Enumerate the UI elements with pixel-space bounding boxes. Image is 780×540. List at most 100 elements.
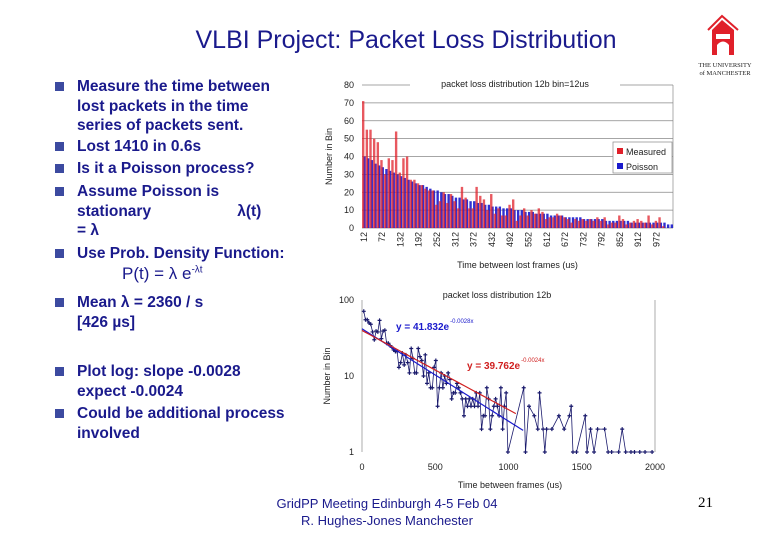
bar-poisson	[505, 208, 509, 228]
bar-poisson	[418, 185, 421, 228]
bar-poisson	[473, 201, 476, 228]
data-point-cross-icon	[637, 450, 642, 454]
data-point-cross-icon	[430, 385, 435, 390]
bullet-text: Assume Poisson is stationary λ(t) = λ	[77, 183, 262, 239]
bullet-text: Mean λ = 2360 / s [426 µs]	[77, 294, 204, 331]
data-point-cross-icon	[423, 352, 428, 357]
bar-measured	[449, 194, 453, 228]
bar-measured	[413, 179, 416, 228]
data-point-cross-icon	[370, 329, 375, 334]
data-point-cross-icon	[567, 413, 572, 418]
bar-measured	[643, 222, 647, 228]
data-point-cross-icon	[472, 404, 477, 409]
bullet-square-icon	[55, 187, 64, 196]
footer-line1: GridPP Meeting Edinburgh 4-5 Feb 04	[276, 496, 498, 511]
bar-poisson	[619, 220, 622, 228]
data-point-cross-icon	[544, 427, 549, 432]
bar-measured	[501, 215, 504, 228]
bar-measured	[372, 138, 376, 228]
y-tick-label: 60	[344, 116, 354, 126]
bar-poisson	[498, 206, 502, 228]
logo-text: THE UNIVERSITY of MANCHESTER	[698, 62, 752, 77]
bar-measured	[574, 219, 577, 228]
bar-measured	[493, 213, 497, 228]
data-point-cross-icon	[398, 360, 403, 365]
bar-measured	[629, 222, 632, 228]
x-tick-label: 432	[487, 232, 497, 247]
footer-line2: R. Hughes-Jones Manchester	[301, 513, 473, 528]
bar-measured	[533, 213, 537, 228]
bar-measured	[530, 210, 533, 228]
y-tick-label: 40	[344, 152, 354, 162]
fit-equation: y = 39.762e	[467, 361, 521, 372]
bar-poisson	[608, 220, 611, 228]
bar-measured	[618, 215, 621, 228]
bar-measured	[409, 179, 412, 228]
bar-poisson	[462, 199, 465, 228]
bar-measured	[588, 219, 592, 228]
bullet-text: Measure the time between lost packets in…	[77, 78, 270, 134]
data-point-cross-icon	[521, 385, 526, 390]
bar-measured	[621, 219, 625, 228]
bar-measured	[519, 215, 522, 228]
bar-poisson	[527, 211, 531, 228]
bar-measured	[570, 222, 573, 228]
bar-poisson	[451, 195, 454, 228]
data-point-cross-icon	[476, 404, 481, 409]
data-point-cross-icon	[609, 450, 614, 454]
bar-measured	[614, 222, 617, 228]
bullet-text: Is it a Poisson process?	[77, 160, 255, 177]
data-point-cross-icon	[588, 427, 593, 432]
data-point-cross-icon	[532, 413, 537, 418]
data-point-cross-icon	[500, 427, 505, 432]
x-axis-label: Time between frames (us)	[458, 480, 562, 490]
bar-poisson	[549, 215, 553, 228]
bar-poisson	[666, 224, 670, 228]
y-tick-label: 1	[349, 447, 354, 457]
bar-measured	[394, 131, 398, 228]
data-point-cross-icon	[505, 450, 510, 454]
data-point-cross-icon	[368, 322, 373, 327]
bullet-text: Lost 1410 in 0.6s	[77, 138, 202, 155]
bar-poisson	[586, 219, 589, 228]
bar-poisson	[447, 194, 450, 228]
bar-measured	[515, 220, 519, 228]
chart-title: packet loss distribution 12b	[443, 290, 552, 300]
bar-poisson	[568, 217, 571, 228]
x-tick-label: 0	[359, 462, 364, 472]
y-tick-label: 10	[344, 371, 354, 381]
bar-measured	[446, 202, 449, 228]
x-tick-label: 492	[505, 232, 515, 247]
bar-measured	[438, 201, 442, 228]
fit-exponent: -0.0028x	[450, 319, 473, 325]
bar-poisson	[582, 219, 586, 228]
bar-poisson	[623, 220, 626, 228]
data-point-cross-icon	[432, 365, 437, 370]
x-tick-label: 672	[560, 232, 570, 247]
data-point-cross-icon	[623, 450, 628, 454]
bar-measured	[475, 186, 478, 228]
x-tick-label: 2000	[645, 462, 665, 472]
bullet-text: Plot log: slope -0.0028 expect -0.0024	[77, 363, 241, 400]
data-point-cross-icon	[527, 404, 532, 409]
legend-label: Poisson	[626, 162, 658, 172]
bar-measured	[585, 220, 588, 228]
bar-measured	[464, 197, 467, 228]
bar-measured	[497, 208, 500, 228]
bar-measured	[555, 213, 559, 228]
bar-measured	[482, 199, 486, 228]
legend-label: Measured	[626, 147, 666, 157]
data-point-cross-icon	[421, 374, 426, 378]
bar-measured	[453, 201, 456, 228]
bar-measured	[662, 226, 665, 228]
y-tick-label: 10	[344, 205, 354, 215]
fit-exponent: -0.0024x	[521, 358, 544, 364]
bar-poisson	[396, 174, 399, 228]
data-point-cross-icon	[379, 336, 384, 341]
bar-measured	[596, 217, 599, 228]
x-tick-label: 732	[578, 232, 588, 247]
data-point-cross-icon	[468, 404, 473, 409]
bar-poisson	[494, 206, 498, 228]
